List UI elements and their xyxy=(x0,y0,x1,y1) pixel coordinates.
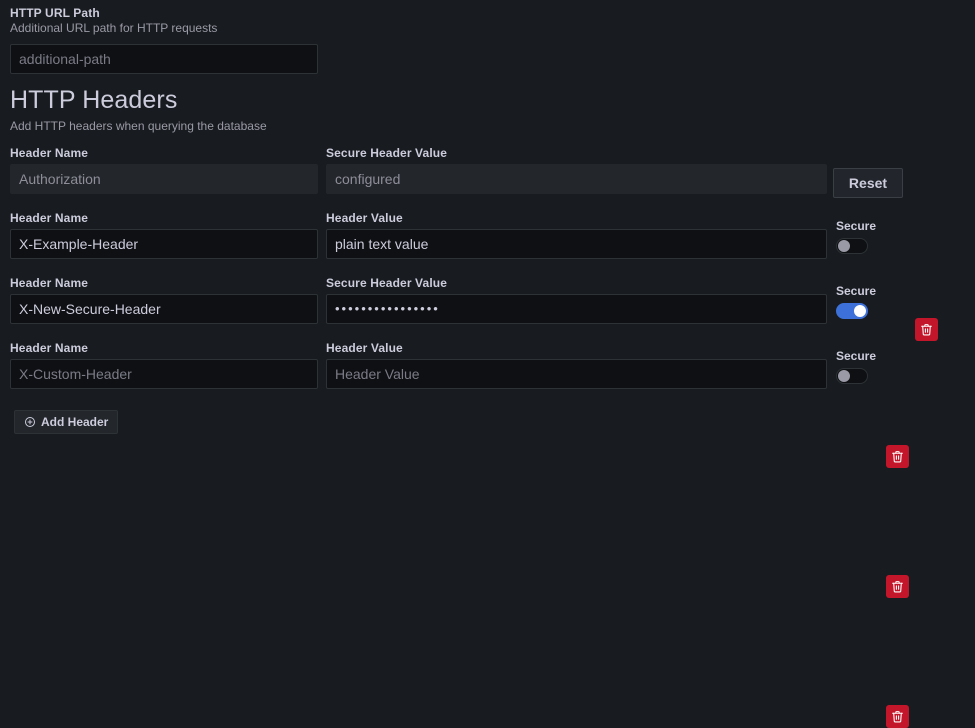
header-value-field: Secure Header Value •••••••••••••••• xyxy=(326,276,827,324)
header-name-field: Header Name X-Example-Header xyxy=(10,211,318,259)
table-row: Header Name Authorization Secure Header … xyxy=(0,146,975,341)
http-headers-description: Add HTTP headers when querying the datab… xyxy=(10,119,267,133)
add-header-button[interactable]: Add Header xyxy=(14,410,119,434)
secure-toggle[interactable] xyxy=(836,368,868,384)
header-name-field: Header Name X-New-Secure-Header xyxy=(10,276,318,324)
http-headers-title: HTTP Headers xyxy=(10,86,178,114)
http-url-path-description: Additional URL path for HTTP requests xyxy=(10,21,218,35)
http-url-path-input[interactable]: additional-path xyxy=(10,44,318,74)
header-name-input[interactable]: X-Custom-Header xyxy=(10,359,318,389)
delete-header-button[interactable] xyxy=(915,318,938,341)
table-row: Header Name X-Custom-Header Header Value… xyxy=(0,341,975,728)
header-value-field: Secure Header Value configured xyxy=(326,146,827,194)
header-name-field: Header Name Authorization xyxy=(10,146,318,194)
reset-button[interactable]: Reset xyxy=(833,168,903,198)
header-name-input[interactable]: X-New-Secure-Header xyxy=(10,294,318,324)
delete-header-button[interactable] xyxy=(886,705,909,728)
http-headers-section-heading: HTTP Headers Add HTTP headers when query… xyxy=(10,84,510,134)
header-value-field: Header Value Header Value xyxy=(326,341,827,389)
http-headers-list: Header Name Authorization Secure Header … xyxy=(0,146,975,728)
toggle-knob xyxy=(838,370,850,382)
header-value-field: Header Value plain text value xyxy=(326,211,827,259)
secure-toggle[interactable] xyxy=(836,303,868,319)
toggle-knob xyxy=(838,240,850,252)
secure-toggle[interactable] xyxy=(836,238,868,254)
header-name-field: Header Name X-Custom-Header xyxy=(10,341,318,389)
trash-icon xyxy=(892,581,903,593)
plus-circle-icon xyxy=(24,416,36,428)
secure-toggle-group: Secure xyxy=(836,219,876,254)
header-name-input[interactable]: X-Example-Header xyxy=(10,229,318,259)
secure-toggle-group: Secure xyxy=(836,349,876,384)
secure-toggle-label: Secure xyxy=(836,349,877,363)
http-settings-panel: HTTP URL Path Additional URL path for HT… xyxy=(0,6,975,728)
header-name-input[interactable]: Authorization xyxy=(10,164,318,194)
header-value-label: Secure Header Value xyxy=(326,276,448,290)
trash-icon xyxy=(892,451,903,463)
secure-toggle-label: Secure xyxy=(836,284,877,298)
toggle-knob xyxy=(854,305,866,317)
add-header-label: Add Header xyxy=(41,415,109,429)
http-url-path-label: HTTP URL Path xyxy=(10,6,100,20)
header-name-label: Header Name xyxy=(10,146,89,160)
header-name-label: Header Name xyxy=(10,276,89,290)
trash-icon xyxy=(921,324,932,336)
delete-header-button[interactable] xyxy=(886,445,909,468)
header-value-input[interactable]: configured xyxy=(326,164,827,194)
table-row: Header Name X-New-Secure-Header Secure H… xyxy=(0,276,975,598)
secure-toggle-group: Secure xyxy=(836,284,876,319)
header-name-label: Header Name xyxy=(10,211,89,225)
header-value-label: Secure Header Value xyxy=(326,146,448,160)
header-name-label: Header Name xyxy=(10,341,89,355)
header-value-input[interactable]: Header Value xyxy=(326,359,827,389)
table-row: Header Name X-Example-Header Header Valu… xyxy=(0,211,975,468)
trash-icon xyxy=(892,711,903,723)
secure-toggle-label: Secure xyxy=(836,219,877,233)
header-value-label: Header Value xyxy=(326,211,403,225)
header-value-input[interactable]: plain text value xyxy=(326,229,827,259)
http-url-path-field: HTTP URL Path Additional URL path for HT… xyxy=(10,6,330,74)
delete-header-button[interactable] xyxy=(886,575,909,598)
header-value-label: Header Value xyxy=(326,341,403,355)
header-value-input[interactable]: •••••••••••••••• xyxy=(326,294,827,324)
